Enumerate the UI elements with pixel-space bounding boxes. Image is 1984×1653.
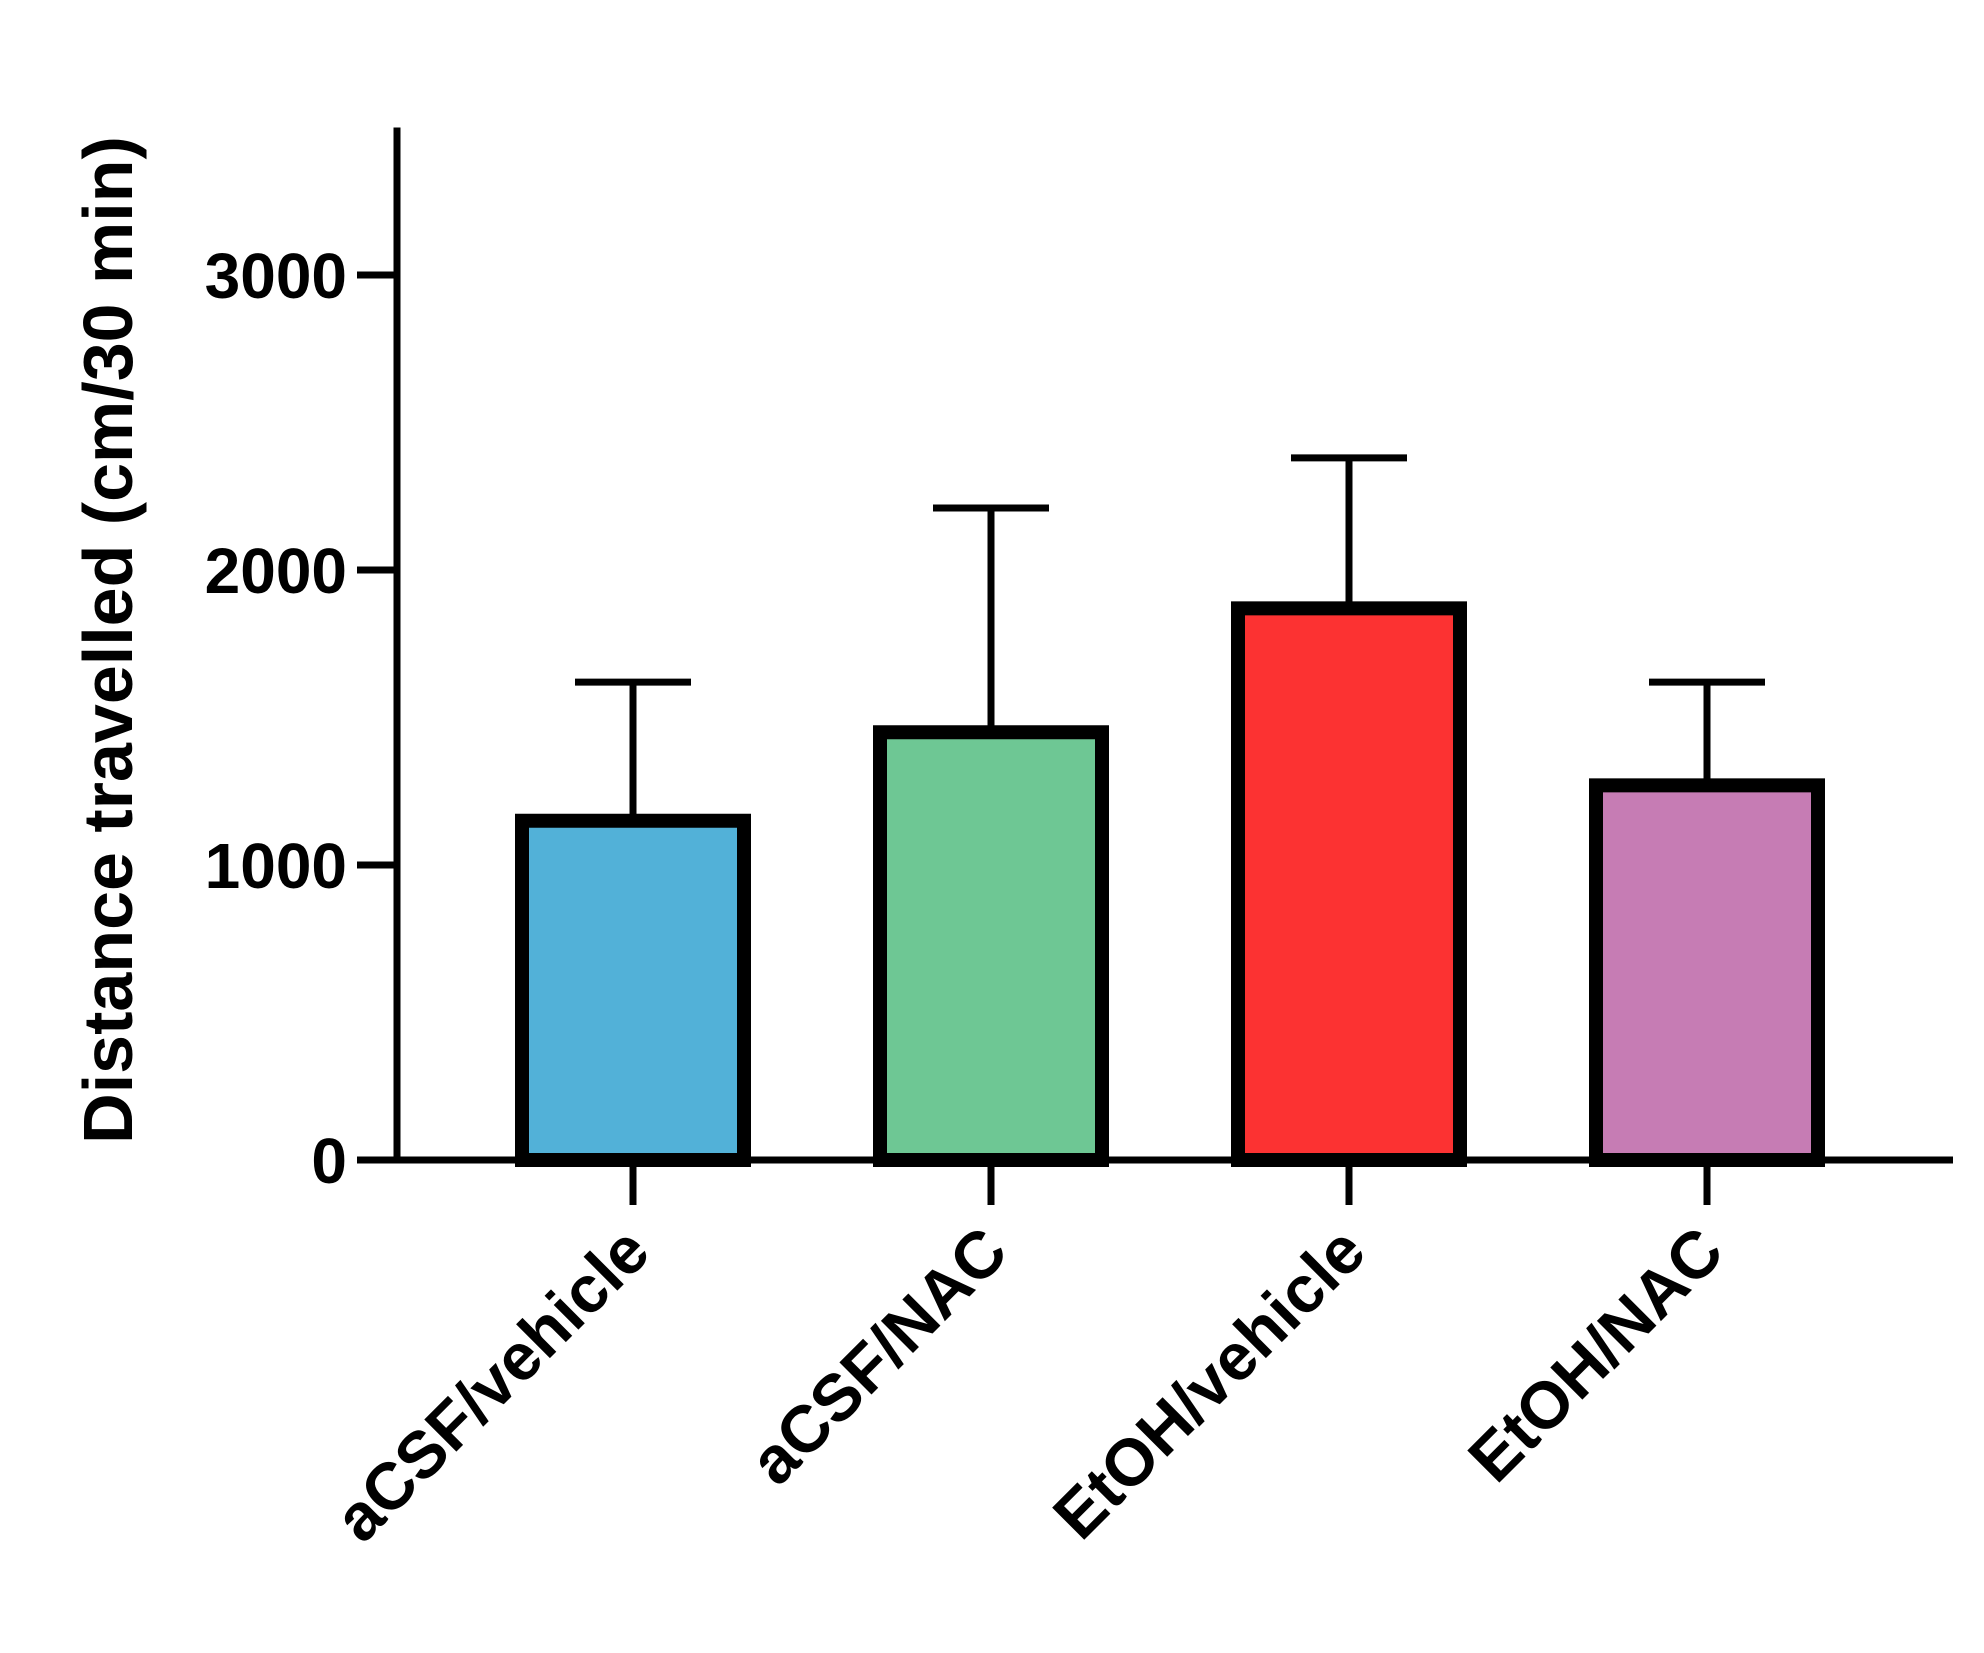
x-label-acsf-vehicle: aCSF/vehicle <box>320 1213 663 1556</box>
y-tick-label-2000: 2000 <box>205 535 347 607</box>
axes-group <box>393 127 1953 1164</box>
bar-acsf-vehicle <box>515 813 751 1167</box>
error-bars-group <box>575 454 1765 821</box>
x-ticks-group: aCSF/vehicle aCSF/NAC EtOH/vehicle EtOH/NAC <box>320 1160 1737 1555</box>
y-axis-title: Distance travelled (cm/30 min) <box>69 136 147 1144</box>
bar-etoh-nac <box>1589 778 1825 1167</box>
y-tick-label-1000: 1000 <box>205 830 347 902</box>
bar-etoh-vehicle <box>1231 601 1467 1167</box>
x-label-acsf-nac: aCSF/NAC <box>735 1213 1021 1499</box>
bar-acsf-nac <box>873 725 1109 1167</box>
x-label-etoh-nac: EtOH/NAC <box>1454 1213 1737 1496</box>
y-tick-label-0: 0 <box>311 1125 347 1197</box>
bars-group <box>515 601 1825 1167</box>
y-ticks-group: 0 1000 2000 3000 <box>205 240 397 1197</box>
y-tick-label-3000: 3000 <box>205 240 347 312</box>
x-label-etoh-vehicle: EtOH/vehicle <box>1039 1213 1379 1553</box>
